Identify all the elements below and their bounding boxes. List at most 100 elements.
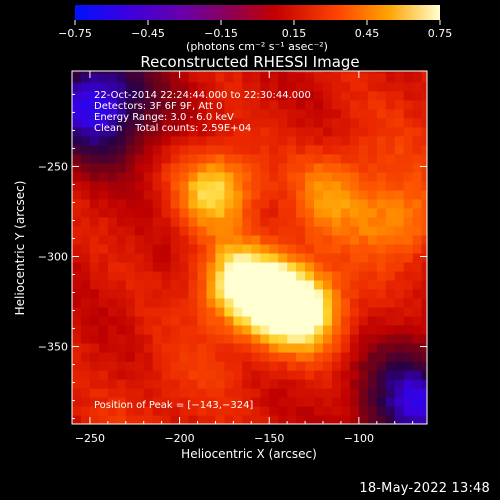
- heatmap-cell: [197, 198, 208, 209]
- heatmap-cell: [215, 198, 225, 209]
- heatmap-cell: [376, 288, 387, 299]
- heatmap-cell: [305, 189, 315, 200]
- heatmap-cell: [269, 270, 279, 281]
- heatmap-cell: [125, 99, 136, 110]
- heatmap-cell: [242, 135, 252, 146]
- heatmap-cell: [305, 162, 315, 173]
- heatmap-cell: [349, 370, 360, 380]
- heatmap-cell: [367, 117, 378, 128]
- heatmap-cell: [314, 406, 324, 416]
- heatmap-cell: [107, 72, 118, 83]
- heatmap-cell: [394, 288, 405, 299]
- heatmap-cell: [134, 198, 145, 209]
- heatmap-cell: [340, 324, 351, 335]
- heatmap-cell: [242, 243, 252, 254]
- heatmap-cell: [314, 279, 324, 290]
- heatmap-cell: [215, 270, 225, 281]
- heatmap-cell: [161, 261, 172, 272]
- heatmap-cell: [287, 361, 297, 371]
- heatmap-cell: [314, 370, 324, 380]
- heatmap-cell: [242, 361, 252, 371]
- heatmap-cell: [412, 216, 423, 227]
- heatmap-cell: [269, 171, 279, 182]
- heatmap-cell: [206, 261, 217, 272]
- heatmap-cell: [125, 252, 136, 263]
- heatmap-cell: [269, 198, 279, 209]
- heatmap-cell: [215, 135, 225, 146]
- heatmap-cell: [340, 117, 351, 128]
- heatmap-cell: [269, 216, 279, 227]
- heatmap-cell: [161, 135, 172, 146]
- heatmap-cell: [107, 261, 118, 272]
- heatmap-cell: [134, 117, 145, 128]
- heatmap-cell: [134, 379, 145, 389]
- heatmap-cell: [188, 324, 199, 335]
- heatmap-cell: [224, 270, 234, 281]
- heatmap-cell: [116, 243, 127, 254]
- heatmap-cell: [98, 361, 109, 371]
- heatmap-cell: [314, 324, 324, 335]
- heatmap-cell: [206, 225, 217, 236]
- heatmap-cell: [242, 99, 252, 110]
- heatmap-cell: [385, 189, 396, 200]
- heatmap-cell: [143, 135, 154, 146]
- heatmap-cell: [152, 135, 163, 146]
- heatmap-cell: [134, 126, 145, 137]
- heatmap-cell: [385, 198, 396, 209]
- heatmap-cell: [403, 153, 414, 164]
- heatmap-cell: [260, 108, 270, 119]
- heatmap-cell: [116, 117, 127, 128]
- heatmap-cell: [403, 71, 414, 74]
- heatmap-cell: [367, 288, 378, 299]
- heatmap-cell: [188, 225, 199, 236]
- heatmap-cell: [107, 270, 118, 281]
- heatmap-cell: [81, 406, 91, 416]
- heatmap-cell: [81, 270, 91, 281]
- heatmap-cell: [340, 225, 351, 236]
- heatmap-cell: [287, 397, 297, 407]
- heatmap-cell: [152, 153, 163, 164]
- heatmap-cell: [314, 144, 324, 155]
- heatmap-cell: [412, 352, 423, 362]
- y-axis-label: Heliocentric Y (arcsec): [13, 181, 27, 316]
- heatmap-cell: [287, 135, 297, 146]
- heatmap-cell: [179, 352, 190, 362]
- heatmap-cell: [412, 306, 423, 317]
- heatmap-cell: [278, 261, 288, 272]
- heatmap-cell: [305, 135, 315, 146]
- heatmap-cell: [323, 90, 333, 101]
- heatmap-cell: [412, 71, 423, 74]
- heatmap-cell: [367, 397, 378, 407]
- heatmap-cell: [340, 171, 351, 182]
- heatmap-cell: [358, 171, 369, 182]
- heatmap-cell: [107, 297, 118, 308]
- heatmap-cell: [287, 388, 297, 398]
- heatmap-cell: [116, 162, 127, 173]
- heatmap-cell: [242, 370, 252, 380]
- heatmap-cell: [72, 315, 82, 326]
- heatmap-cell: [296, 99, 306, 110]
- heatmap-cell: [81, 126, 91, 137]
- heatmap-cell: [72, 370, 82, 380]
- colorbar-tick-label: 0.45: [355, 27, 380, 40]
- heatmap-cell: [314, 234, 324, 245]
- heatmap-cell: [161, 153, 172, 164]
- heatmap-cell: [224, 388, 234, 398]
- heatmap-cell: [134, 361, 145, 371]
- heatmap-cell: [134, 406, 145, 416]
- heatmap-cell: [206, 279, 217, 290]
- heatmap-cell: [107, 126, 118, 137]
- heatmap-cell: [72, 261, 82, 272]
- heatmap-cell: [305, 117, 315, 128]
- heatmap-cell: [197, 144, 208, 155]
- heatmap-cell: [152, 126, 163, 137]
- heatmap-cell: [251, 333, 261, 344]
- heatmap-cell: [269, 144, 279, 155]
- heatmap-cell: [394, 415, 405, 424]
- heatmap-cell: [251, 324, 261, 335]
- heatmap-cell: [161, 297, 172, 308]
- heatmap-cell: [376, 198, 387, 209]
- heatmap-cell: [323, 171, 333, 182]
- heatmap-cell: [179, 306, 190, 317]
- heatmap-cell: [152, 108, 163, 119]
